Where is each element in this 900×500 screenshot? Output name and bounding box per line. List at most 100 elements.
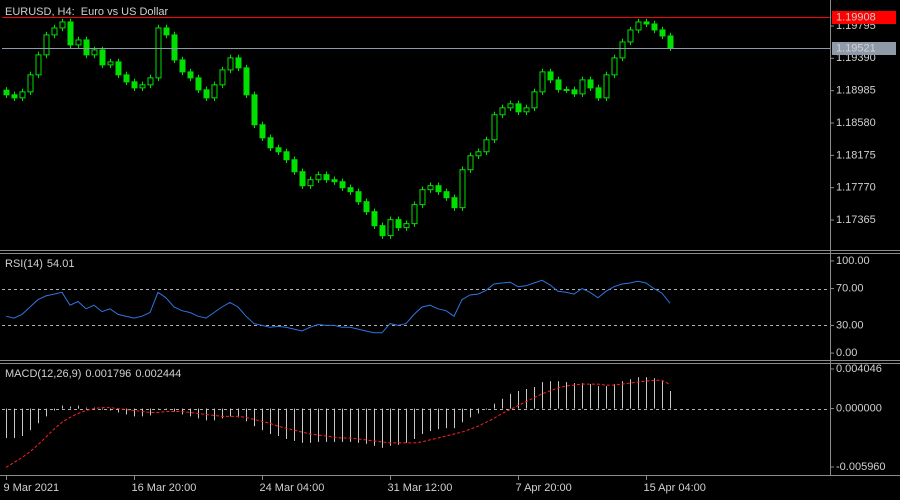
candle-body: [651, 23, 658, 31]
candle-body: [251, 94, 258, 126]
candle-body: [403, 223, 410, 229]
price-label-box: [832, 42, 896, 55]
candle-body: [195, 77, 202, 91]
histogram-bar: [54, 408, 55, 411]
histogram-bar: [590, 384, 591, 409]
histogram-bar: [606, 386, 607, 409]
y-tick-label: 1.17770: [836, 182, 876, 194]
histogram-bar: [550, 381, 551, 409]
histogram-bar: [302, 408, 303, 443]
histogram-bar: [422, 408, 423, 435]
histogram-bar: [254, 408, 255, 427]
candle-body: [371, 211, 378, 227]
histogram-bar: [478, 408, 479, 414]
histogram-bar: [654, 378, 655, 409]
histogram-bar: [414, 408, 415, 439]
candle-body: [483, 139, 490, 153]
histogram-bar: [38, 408, 39, 424]
histogram-bar: [430, 408, 431, 432]
candle-body: [507, 103, 514, 109]
histogram-bar: [166, 408, 167, 410]
title-text: EURUSD, H4: Euro vs US Dollar: [5, 6, 169, 18]
histogram-bar: [526, 388, 527, 409]
x-tick-label: 15 Apr 04:00: [644, 482, 706, 494]
histogram-bar: [6, 408, 7, 438]
histogram-bar: [318, 408, 319, 442]
histogram-bar: [638, 377, 639, 409]
title-text: MACD(12,26,9): [5, 368, 81, 380]
histogram-bar: [518, 390, 519, 409]
candle-body: [491, 114, 498, 141]
candle-body: [627, 29, 634, 43]
candle-body: [579, 79, 586, 95]
candle-body: [611, 57, 618, 76]
histogram-bar: [614, 384, 615, 409]
histogram-bar: [142, 408, 143, 417]
histogram-bar: [598, 386, 599, 409]
histogram-bar: [270, 408, 271, 435]
candle-body: [139, 84, 146, 89]
candle-body: [43, 34, 50, 56]
candle-body: [587, 79, 594, 89]
candle-body: [123, 74, 130, 83]
candle-body: [115, 61, 122, 76]
title-value: 54.01: [47, 258, 75, 270]
candle-body: [659, 29, 666, 37]
y-tick-label: 0.004046: [836, 363, 882, 375]
y-tick-label: -0.005960: [836, 461, 886, 473]
histogram-bar: [374, 408, 375, 446]
histogram-bar: [446, 408, 447, 429]
histogram-bar: [454, 408, 455, 429]
histogram-bar: [134, 408, 135, 417]
histogram-bar: [214, 408, 215, 421]
candle-body: [379, 225, 386, 237]
x-tick-label: 9 Mar 2021: [4, 482, 60, 494]
candle-body: [427, 185, 434, 191]
histogram-bar: [486, 408, 487, 410]
histogram-bar: [462, 408, 463, 423]
candle-body: [131, 81, 138, 89]
y-tick-label: 1.18985: [836, 85, 876, 97]
candle-body: [275, 147, 282, 153]
histogram-bar: [398, 408, 399, 445]
histogram-bar: [310, 408, 311, 443]
histogram-bar: [358, 408, 359, 443]
histogram-bar: [62, 405, 63, 409]
histogram-bar: [382, 408, 383, 448]
candle-body: [467, 155, 474, 171]
y-tick-label: 70.00: [836, 282, 864, 294]
candle-body: [91, 49, 98, 56]
candle-body: [291, 159, 298, 173]
title-text: RSI(14): [5, 258, 43, 270]
histogram-bar: [566, 382, 567, 409]
candle-body: [523, 107, 530, 113]
histogram-bar: [334, 408, 335, 442]
histogram-bar: [278, 408, 279, 437]
histogram-bar: [70, 406, 71, 409]
candle-body: [459, 169, 466, 209]
candle-body: [339, 181, 346, 189]
histogram-bar: [670, 390, 671, 409]
candle-body: [635, 21, 642, 31]
panel-title: EURUSD, H4: Euro vs US Dollar: [5, 6, 169, 18]
histogram-bar: [494, 403, 495, 409]
candle-body: [443, 191, 450, 199]
candle-body: [211, 84, 218, 99]
candle-body: [259, 124, 266, 139]
histogram-bar: [230, 408, 231, 417]
candle-body: [107, 61, 114, 66]
histogram-bar: [118, 408, 119, 413]
histogram-bar: [246, 408, 247, 422]
histogram-bar: [222, 408, 223, 419]
price-label: 1.19908: [836, 11, 876, 23]
title-value: 0.001796: [85, 368, 131, 380]
histogram-bar: [294, 408, 295, 441]
histogram-bar: [574, 383, 575, 409]
frames: [0, 0, 900, 476]
candle-body: [227, 57, 234, 71]
candle-body: [667, 35, 674, 49]
histogram-bar: [470, 408, 471, 418]
histogram-bar: [326, 408, 327, 442]
candle-body: [411, 204, 418, 225]
histogram-bar: [86, 407, 87, 409]
